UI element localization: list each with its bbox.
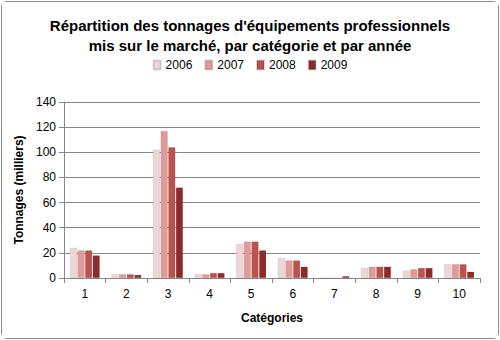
svg-text:80: 80 <box>43 170 57 184</box>
svg-text:20: 20 <box>43 246 57 260</box>
svg-text:Tonnages (milliers): Tonnages (milliers) <box>12 135 26 244</box>
svg-text:9: 9 <box>414 287 421 301</box>
svg-text:10: 10 <box>453 287 467 301</box>
svg-text:5: 5 <box>248 287 255 301</box>
svg-text:7: 7 <box>331 287 338 301</box>
svg-text:mis sur le marché, par catégor: mis sur le marché, par catégorie et par … <box>89 37 412 54</box>
svg-text:2009: 2009 <box>321 58 348 72</box>
svg-text:6: 6 <box>289 287 296 301</box>
svg-text:8: 8 <box>373 287 380 301</box>
svg-text:2008: 2008 <box>269 58 296 72</box>
svg-text:2006: 2006 <box>166 58 193 72</box>
svg-text:120: 120 <box>36 120 56 134</box>
svg-text:3: 3 <box>165 287 172 301</box>
svg-text:40: 40 <box>43 221 57 235</box>
svg-text:2: 2 <box>123 287 130 301</box>
svg-text:140: 140 <box>36 95 56 109</box>
svg-text:4: 4 <box>206 287 213 301</box>
svg-text:2007: 2007 <box>217 58 244 72</box>
svg-text:60: 60 <box>43 196 57 210</box>
svg-text:Répartition des tonnages d'équ: Répartition des tonnages d'équipements p… <box>50 17 450 34</box>
svg-text:Catégories: Catégories <box>241 311 303 325</box>
svg-text:0: 0 <box>49 271 56 285</box>
svg-text:100: 100 <box>36 145 56 159</box>
svg-text:1: 1 <box>81 287 88 301</box>
